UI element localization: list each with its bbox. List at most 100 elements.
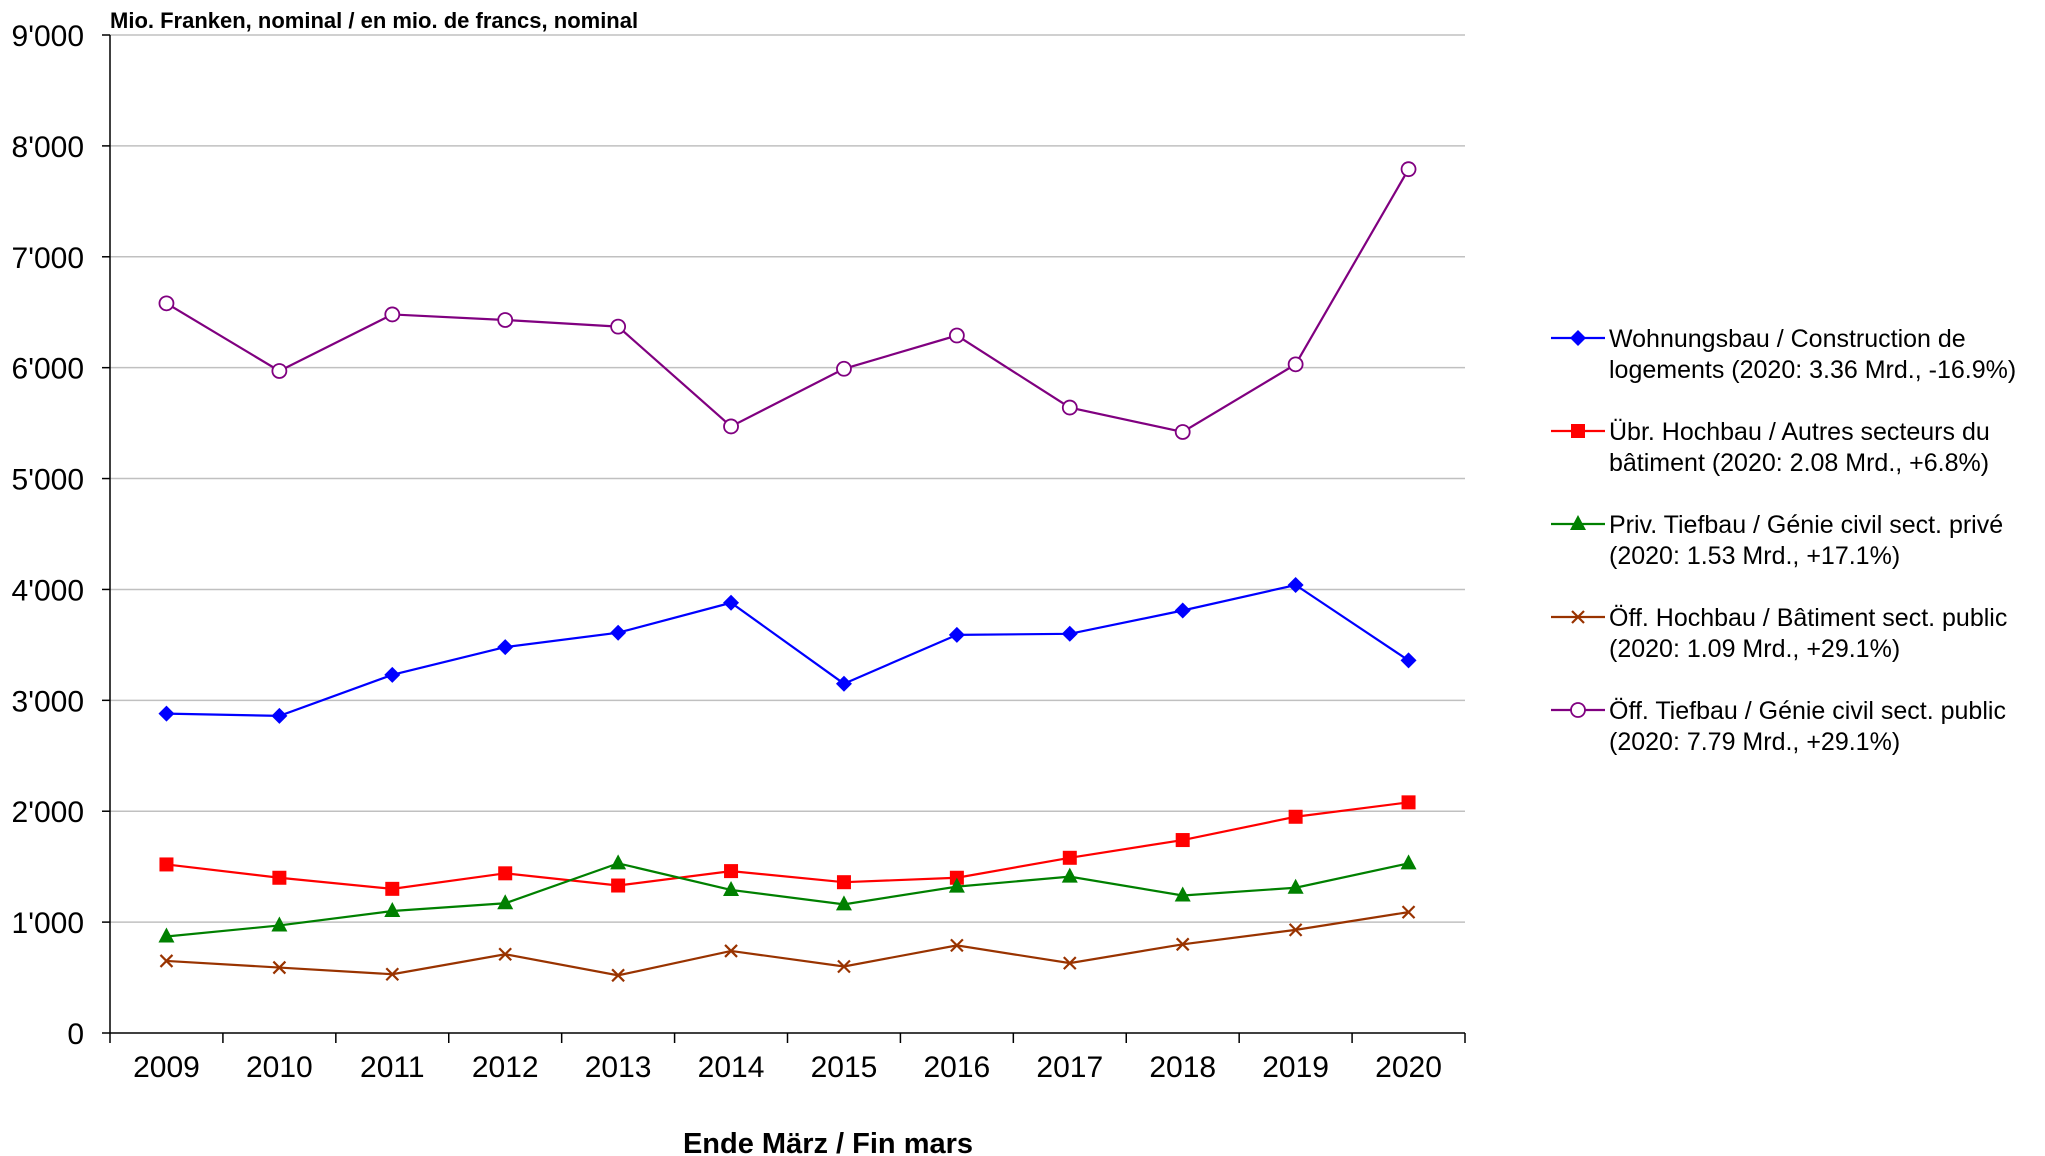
data-point: [950, 938, 964, 953]
data-point: [1175, 937, 1190, 952]
data-point: [271, 916, 288, 932]
data-point: [384, 902, 401, 918]
data-point: [1288, 923, 1303, 937]
data-point: [610, 854, 627, 870]
series-line: [166, 911, 1409, 977]
data-point: [1174, 424, 1191, 440]
legend-item-1: Wohnungsbau / Construction de logements (…: [1551, 325, 2016, 384]
data-point: [385, 881, 400, 896]
data-point: [1061, 399, 1078, 416]
legend-label: (2020: 7.79 Mrd., +29.1%): [1609, 728, 1900, 756]
data-point: [610, 624, 627, 641]
x-tick-label: 2016: [924, 1051, 991, 1084]
y-tick-label: 4'000: [12, 574, 84, 607]
data-point: [1287, 356, 1304, 373]
data-point: [835, 895, 852, 911]
data-point: [724, 864, 739, 879]
legend-label: Öff. Tiefbau / Génie civil sect. public: [1609, 697, 2006, 725]
data-point: [836, 875, 851, 890]
data-point: [271, 707, 288, 724]
series-line: [166, 801, 1409, 890]
data-point: [159, 857, 174, 872]
data-point: [948, 877, 965, 893]
y-tick-label: 8'000: [12, 131, 84, 164]
axes: [102, 34, 1466, 1043]
data-point: [1401, 795, 1416, 810]
legend-marker: [1571, 424, 1585, 438]
legend-label: (2020: 1.53 Mrd., +17.1%): [1609, 542, 1900, 570]
data-point: [272, 960, 287, 975]
data-point: [271, 363, 288, 379]
data-point: [1061, 867, 1078, 883]
chart-subtitle: Mio. Franken, nominal / en mio. de franc…: [110, 8, 638, 33]
data-point: [158, 295, 175, 312]
series-1: [158, 577, 1417, 724]
legend-marker: [1570, 515, 1586, 530]
data-point: [498, 866, 513, 881]
data-point: [837, 959, 851, 974]
y-tick-label: 3'000: [12, 685, 84, 718]
data-point: [1401, 905, 1416, 919]
data-point: [1175, 833, 1190, 848]
data-point: [497, 639, 514, 656]
data-point: [1063, 956, 1077, 970]
data-point: [385, 967, 400, 982]
x-axis-tick-labels: 2009 2010 2011 2012 2013 2014 2015 2016 2017 2018…: [133, 1051, 1442, 1084]
legend-item-5: Öff. Tiefbau / Génie civil sect. public (…: [1551, 697, 2006, 756]
series-line: [166, 583, 1410, 717]
y-tick-label: 1'000: [12, 907, 84, 940]
x-tick-label: 2020: [1375, 1051, 1442, 1084]
series-5: [158, 161, 1417, 440]
data-point: [497, 894, 514, 910]
data-point: [272, 870, 287, 885]
data-point: [497, 312, 514, 328]
data-point: [948, 626, 965, 643]
x-tick-label: 2010: [246, 1051, 313, 1084]
legend-label: bâtiment (2020: 2.08 Mrd., +6.8%): [1609, 449, 1989, 477]
data-point: [158, 927, 175, 943]
y-axis-tick-labels: 0 1'000 2'000 3'000 4'000 5'000 6'000 7'000 8'00…: [12, 20, 84, 1051]
y-tick-label: 7'000: [12, 242, 84, 275]
legend-item-2: Übr. Hochbau / Autres secteurs du bâtimen…: [1551, 418, 1990, 477]
legend-label: (2020: 1.09 Mrd., +29.1%): [1609, 635, 1900, 663]
data-point: [1400, 854, 1417, 870]
series-line: [165, 168, 1410, 434]
data-point: [384, 666, 401, 683]
x-tick-label: 2015: [811, 1051, 878, 1084]
y-tick-label: 2'000: [12, 796, 84, 829]
x-tick-label: 2011: [360, 1051, 425, 1084]
data-point: [1400, 161, 1417, 178]
series-3: [158, 854, 1417, 943]
gridlines: [110, 34, 1465, 923]
data-point: [1287, 577, 1304, 594]
series-group: [158, 161, 1417, 983]
data-point: [610, 318, 627, 335]
data-point: [1174, 602, 1191, 619]
data-point: [611, 878, 626, 893]
data-point: [1062, 850, 1077, 865]
y-tick-label: 0: [67, 1018, 84, 1051]
legend-label: logements (2020: 3.36 Mrd., -16.9%): [1609, 356, 2016, 384]
legend: Wohnungsbau / Construction de logements (…: [1551, 325, 2016, 756]
legend-label: Priv. Tiefbau / Génie civil sect. privé: [1609, 511, 2003, 539]
data-point: [835, 675, 852, 692]
x-tick-label: 2019: [1262, 1051, 1329, 1084]
series-2: [159, 795, 1416, 896]
legend-label: Wohnungsbau / Construction de: [1609, 325, 1966, 353]
data-point: [1287, 878, 1304, 894]
y-tick-label: 6'000: [12, 353, 84, 386]
data-point: [724, 944, 738, 958]
y-tick-label: 9'000: [12, 20, 84, 53]
y-tick-label: 5'000: [12, 464, 84, 497]
x-tick-label: 2018: [1149, 1051, 1216, 1084]
x-axis-title: Ende März / Fin mars: [683, 1128, 973, 1156]
x-tick-label: 2013: [585, 1051, 652, 1084]
legend-label: Öff. Hochbau / Bâtiment sect. public: [1609, 604, 2007, 632]
data-point: [1061, 625, 1078, 642]
data-point: [948, 327, 965, 344]
x-tick-label: 2017: [1036, 1051, 1103, 1084]
data-point: [1174, 886, 1191, 902]
data-point: [384, 306, 401, 323]
legend-marker: [1571, 610, 1585, 624]
